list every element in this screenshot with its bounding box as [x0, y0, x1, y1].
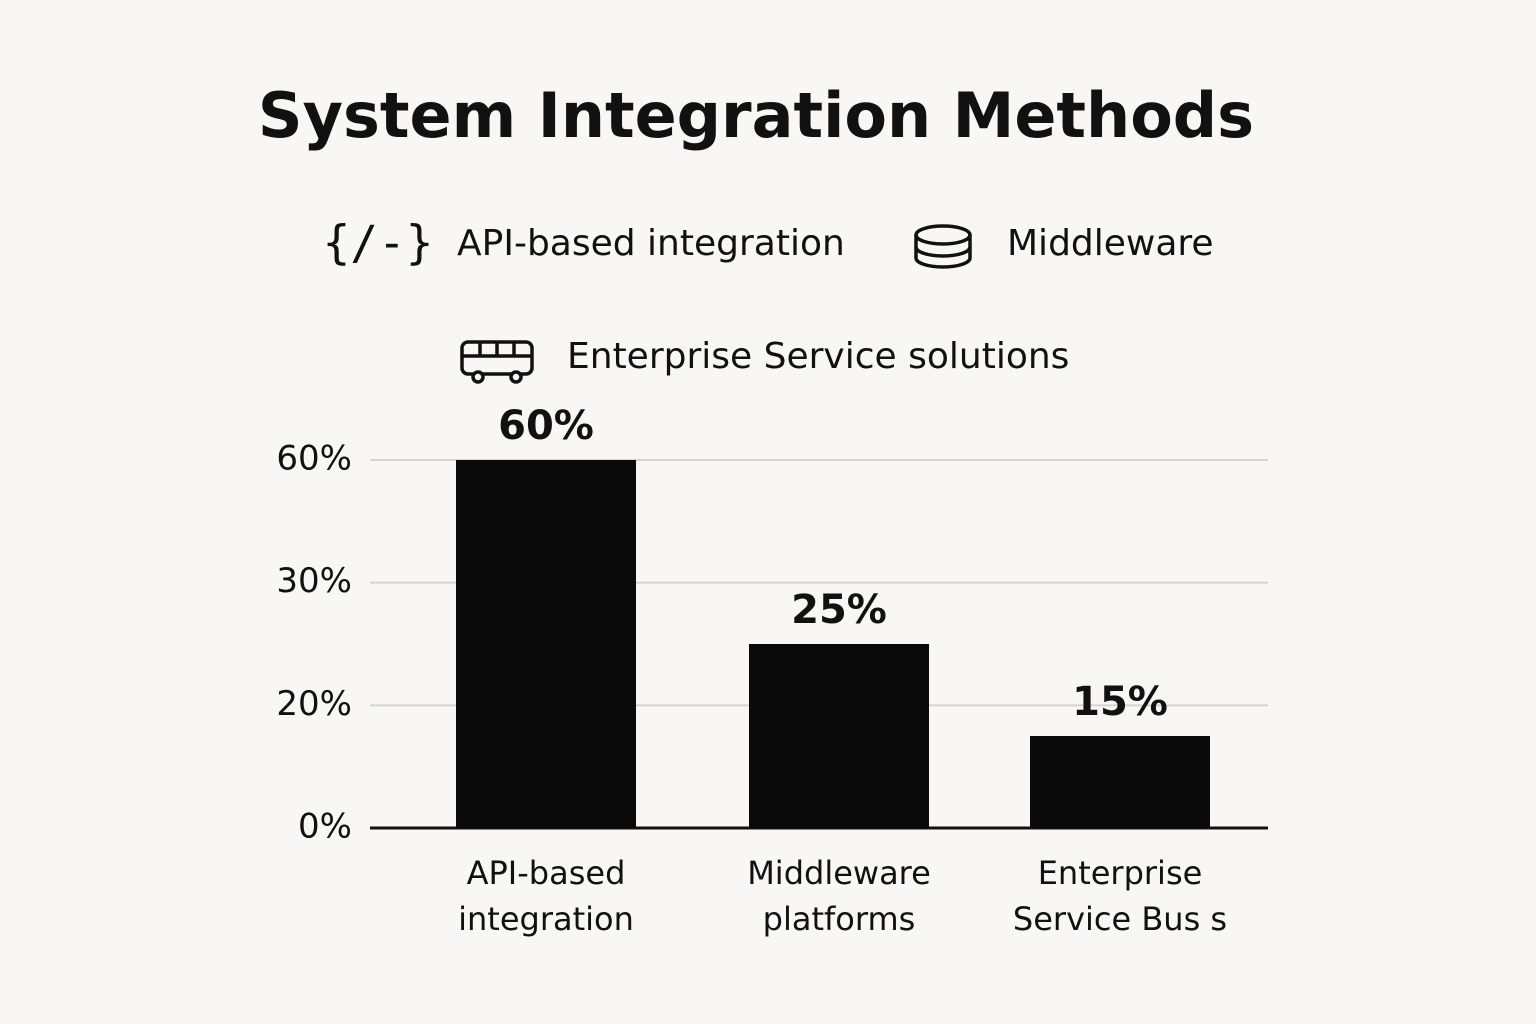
bar — [749, 644, 929, 828]
x-tick-label: API-based integration — [458, 854, 634, 938]
database-icon — [914, 224, 972, 269]
y-tick-label: 0% — [298, 807, 352, 847]
x-tick-label: Middleware platforms — [747, 854, 931, 938]
code-icon: {/-} — [323, 216, 434, 270]
y-tick-label: 60% — [276, 439, 352, 479]
y-tick-label: 20% — [276, 684, 352, 724]
bar — [1030, 736, 1210, 828]
value-label: 60% — [498, 403, 594, 449]
value-label: 15% — [1072, 679, 1168, 725]
y-tick-label: 30% — [276, 561, 352, 601]
bar — [456, 460, 636, 828]
legend-label: Middleware — [1007, 223, 1214, 264]
chart-title: System Integration Methods — [258, 79, 1254, 152]
legend-label: Enterprise Service solutions — [567, 336, 1069, 377]
x-tick-label: Enterprise Service Bus s — [1012, 854, 1228, 938]
legend-label: API-based integration — [457, 223, 845, 264]
value-label: 25% — [791, 587, 887, 633]
bus-icon — [460, 340, 534, 384]
